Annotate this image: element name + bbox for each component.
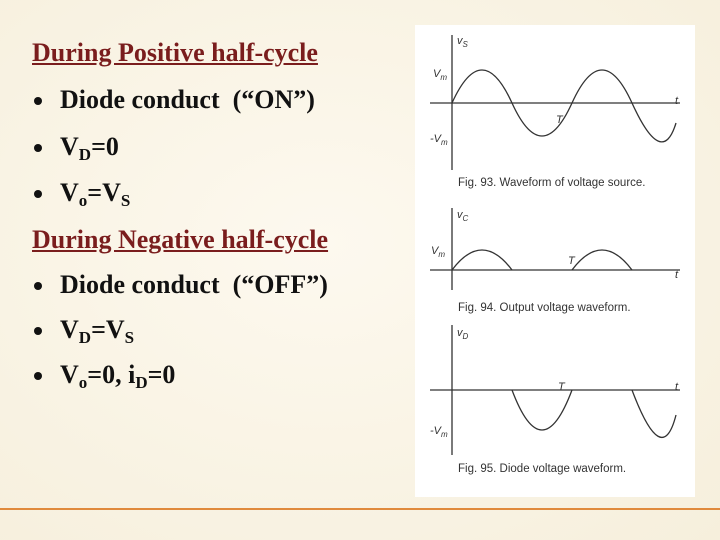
- bullet-item: Vo=0, iD=0: [34, 360, 176, 393]
- bullet-item: VD=VS: [34, 315, 135, 348]
- text: =0: [91, 132, 119, 161]
- subscript: o: [78, 373, 88, 392]
- text: v: [457, 327, 464, 339]
- subscript: D: [78, 328, 92, 347]
- bullet-item: Diode conduct (“OFF”): [34, 270, 328, 300]
- bullet: [34, 282, 42, 290]
- subscript: m: [441, 430, 448, 439]
- text: V: [431, 245, 440, 257]
- text: t: [675, 269, 679, 281]
- axis-label: T: [556, 114, 564, 126]
- text: Diode conduct (“OFF”): [60, 270, 328, 299]
- axis-label: Vm: [431, 245, 445, 259]
- subscript: m: [440, 73, 447, 82]
- text: V: [60, 132, 79, 161]
- bullet: [34, 327, 42, 335]
- axis-label: vS: [457, 35, 469, 49]
- figure-caption: Fig. 95. Diode voltage waveform.: [458, 463, 626, 475]
- bullet: [34, 97, 42, 105]
- subscript: S: [120, 191, 131, 210]
- subscript: D: [78, 145, 92, 164]
- text: T: [558, 381, 566, 393]
- text: V: [60, 360, 79, 389]
- text: =0: [147, 360, 176, 389]
- axis-label: T: [558, 381, 566, 393]
- figure-caption: Fig. 94. Output voltage waveform.: [458, 302, 631, 314]
- figure-caption: Fig. 93. Waveform of voltage source.: [458, 177, 646, 189]
- heading: During Positive half-cycle: [32, 38, 318, 68]
- axis-label: t: [675, 95, 679, 107]
- bullet-item: Vo=VS: [34, 178, 131, 211]
- text: t: [675, 381, 679, 393]
- figure-background: [415, 25, 695, 497]
- subscript: S: [124, 328, 135, 347]
- text: V: [60, 178, 79, 207]
- axis-label: t: [675, 269, 679, 281]
- subscript: S: [463, 40, 469, 49]
- subscript: m: [438, 250, 445, 259]
- text: V: [433, 68, 442, 80]
- bullet: [34, 144, 42, 152]
- bullet-item: VD=0: [34, 132, 119, 165]
- bullet-item: Diode conduct (“ON”): [34, 85, 315, 115]
- text: T: [556, 114, 564, 126]
- axis-label: -Vm: [430, 425, 448, 439]
- axis-label: Vm: [433, 68, 447, 82]
- text: V: [60, 315, 79, 344]
- subscript: m: [441, 138, 448, 147]
- axis-label: T: [568, 255, 576, 267]
- text: =V: [87, 178, 121, 207]
- text: t: [675, 95, 679, 107]
- text: T: [568, 255, 576, 267]
- text: =V: [91, 315, 125, 344]
- axis-label: vC: [457, 209, 469, 223]
- text: During Negative half-cycle: [32, 225, 329, 254]
- axis-label: vD: [457, 327, 469, 341]
- text: v: [457, 35, 464, 47]
- text: =0, i: [87, 360, 136, 389]
- text: v: [457, 209, 464, 221]
- subscript: D: [463, 332, 469, 341]
- axis-label: t: [675, 381, 679, 393]
- text: -V: [430, 133, 443, 145]
- bottom-rule: [0, 508, 720, 510]
- subscript: D: [135, 373, 148, 392]
- text: During Positive half-cycle: [32, 38, 318, 67]
- bullet: [34, 372, 42, 380]
- subscript: o: [78, 191, 88, 210]
- bullet: [34, 190, 42, 198]
- text: Diode conduct (“ON”): [60, 85, 315, 114]
- axis-label: -Vm: [430, 133, 448, 147]
- heading: During Negative half-cycle: [32, 225, 328, 255]
- text: -V: [430, 425, 443, 437]
- waveforms: [430, 35, 680, 455]
- subscript: C: [463, 214, 469, 223]
